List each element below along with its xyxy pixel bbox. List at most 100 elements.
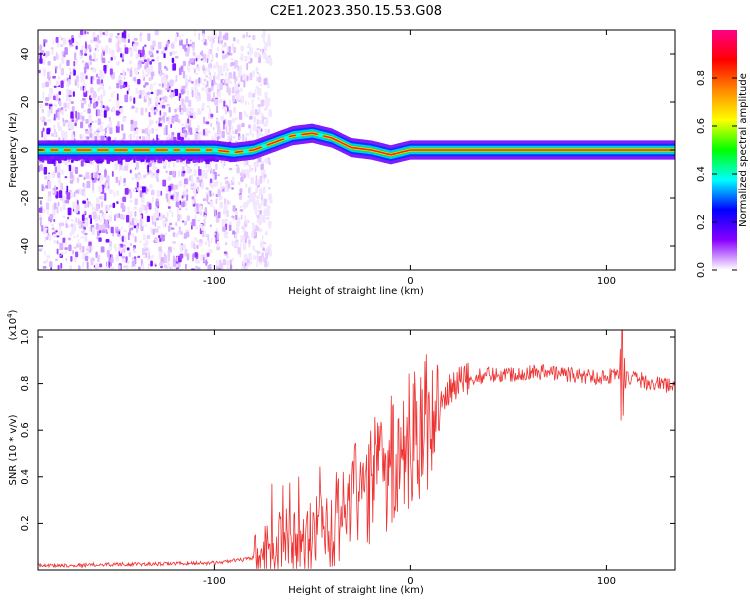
ridge-blob [228, 150, 235, 155]
noise-cell [211, 97, 215, 102]
noise-cell [230, 181, 235, 186]
noise-cell [76, 200, 79, 205]
noise-cell [123, 230, 128, 233]
noise-cell [238, 65, 242, 74]
y-tick-label: 1.0 [20, 329, 31, 345]
noise-cell [229, 109, 232, 117]
noise-cell [99, 263, 103, 268]
noise-cell [136, 181, 139, 188]
noise-cell [147, 164, 149, 173]
noise-cell [267, 178, 269, 184]
noise-cell [225, 83, 229, 87]
noise-cell [91, 257, 95, 262]
noise-cell [91, 87, 94, 93]
noise-cell [65, 240, 67, 247]
noise-cell [190, 268, 195, 270]
noise-cell [82, 60, 85, 64]
noise-cell [84, 255, 89, 262]
noise-cell [135, 107, 139, 114]
noise-cell [221, 130, 225, 139]
noise-cell [258, 228, 263, 233]
noise-cell [203, 78, 207, 82]
noise-cell [101, 46, 103, 51]
noise-cell [128, 85, 130, 90]
noise-cell [209, 263, 212, 270]
noise-cell [172, 171, 176, 177]
noise-cell [85, 41, 87, 49]
noise-cell [162, 220, 166, 227]
noise-cell [150, 71, 155, 77]
noise-cell [139, 135, 142, 140]
noise-cell [156, 237, 160, 244]
noise-cell [53, 95, 57, 101]
noise-cell [267, 83, 270, 89]
noise-cell [204, 214, 207, 221]
noise-cell [124, 38, 127, 44]
noise-cell [138, 49, 142, 55]
noise-cell [137, 78, 141, 85]
noise-cell [115, 213, 119, 219]
noise-cell [39, 44, 42, 51]
noise-cell [228, 99, 231, 108]
noise-cell [245, 132, 249, 137]
noise-cell [53, 85, 57, 88]
noise-cell [159, 110, 162, 116]
noise-cell [66, 164, 69, 167]
noise-cell [103, 214, 106, 221]
noise-cell [117, 77, 121, 81]
noise-cell [112, 202, 116, 208]
noise-cell [53, 124, 56, 129]
noise-cell [107, 60, 110, 64]
noise-cell [121, 37, 124, 43]
noise-cell [133, 205, 137, 210]
noise-cell [188, 99, 192, 108]
noise-cell [160, 190, 163, 196]
noise-cell [188, 119, 192, 126]
noise-cell [52, 211, 55, 218]
noise-cell [205, 84, 207, 89]
noise-cell [151, 196, 154, 203]
noise-cell [206, 58, 209, 64]
snr-x-ticks: -100 0 100 [203, 330, 616, 587]
noise-cell [133, 258, 136, 265]
noise-cell [141, 49, 145, 57]
noise-cell [252, 93, 256, 98]
noise-cell [88, 114, 92, 122]
noise-cell [195, 178, 198, 182]
noise-cell [161, 97, 165, 100]
noise-cell [49, 87, 53, 95]
noise-cell [165, 125, 168, 128]
noise-cell [41, 225, 44, 232]
figure-title: C2E1.2023.350.15.53.G08 [270, 4, 442, 19]
noise-cell [117, 47, 121, 50]
noise-cell [223, 64, 225, 73]
noise-cell [207, 35, 211, 41]
noise-cell [91, 120, 94, 124]
noise-cell [94, 120, 99, 123]
noise-cell [64, 108, 68, 112]
noise-cell [266, 210, 270, 214]
noise-cell [253, 229, 256, 237]
noise-cell [95, 205, 99, 212]
y-tick-label: 20 [20, 96, 31, 109]
noise-cell [182, 60, 187, 67]
noise-cell [151, 127, 154, 134]
noise-cell [155, 128, 159, 131]
noise-cell [74, 166, 79, 174]
noise-cell [263, 173, 267, 179]
noise-cell [58, 100, 62, 107]
noise-cell [226, 77, 231, 84]
noise-cell [145, 62, 149, 69]
noise-cell [104, 31, 109, 35]
noise-cell [263, 122, 268, 127]
noise-cell [204, 206, 208, 214]
noise-cell [246, 45, 251, 49]
y-tick-label: 0 [20, 147, 31, 153]
noise-cell [100, 79, 104, 84]
noise-cell [233, 217, 235, 221]
noise-cell [72, 91, 75, 97]
noise-cell [214, 71, 216, 76]
noise-cell [186, 46, 190, 54]
noise-cell [82, 200, 86, 204]
